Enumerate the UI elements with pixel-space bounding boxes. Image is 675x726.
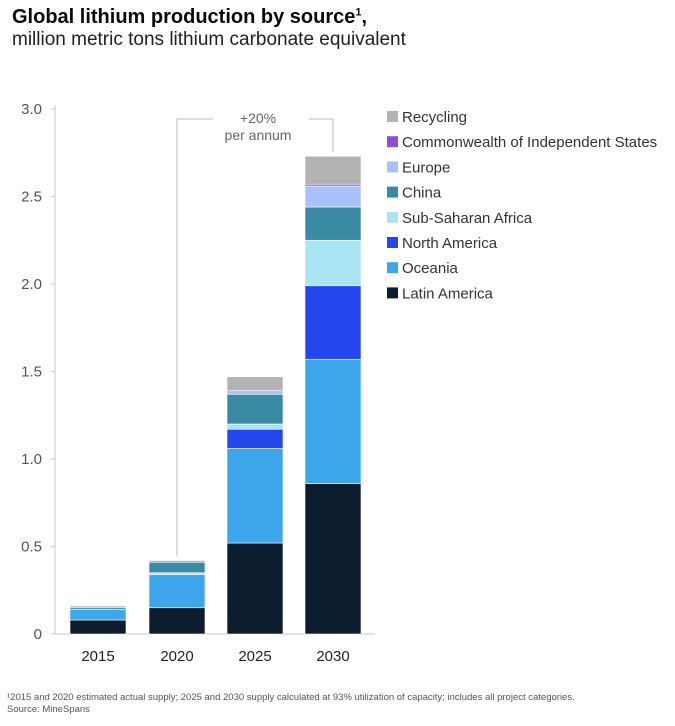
bar-segment-recycling (148, 560, 206, 563)
stacked-bar-chart: 0 0.5 1.0 1.5 2.0 2.5 3.0 2015 2020 2025 2030 +20%p… (21, 101, 657, 665)
bar-segment-recycling (226, 376, 284, 392)
bar-segment-oceania (69, 609, 127, 621)
footnote-line-1: ¹2015 and 2020 estimated actual supply; … (7, 692, 575, 703)
x-category-label: 2025 (238, 648, 271, 665)
bar-segment-recycling (304, 155, 362, 185)
legend-label: Europe (402, 159, 450, 176)
bar-segment-europe (304, 185, 362, 208)
bar-segment-oceania (304, 358, 362, 484)
y-tick-label: 3.0 (21, 101, 42, 118)
legend-swatch (387, 161, 398, 173)
legend-label: Latin America (402, 285, 494, 302)
title-suffix: , (361, 6, 368, 28)
bar-segment-north-america (226, 428, 284, 449)
legend-swatch (387, 111, 398, 122)
bar-segment-sub-saharan-africa (304, 239, 362, 287)
chart-subtitle: million metric tons lithium carbonate eq… (12, 29, 406, 50)
bar-segment-north-america (304, 285, 362, 360)
legend-label: North America (402, 235, 498, 252)
y-tick-label: 0.5 (21, 539, 42, 556)
bar-segment-china (148, 561, 206, 574)
title-footnote-marker: 1 (355, 6, 362, 19)
growth-rate-label: +20% (240, 110, 276, 126)
legend-swatch (387, 186, 398, 198)
legend-label: Commonwealth of Independent States (402, 134, 657, 151)
legend-label: Oceania (402, 260, 459, 277)
y-tick-label: 0 (34, 626, 42, 643)
y-tick-label: 2.0 (21, 276, 42, 293)
bar-segment-china (304, 206, 362, 241)
legend-swatch (387, 287, 398, 299)
bar-segment-latin-america (304, 483, 362, 635)
x-category-label: 2015 (81, 648, 114, 665)
bar-segment-oceania (226, 448, 284, 544)
chart-title-text: Global lithium production by source (12, 6, 356, 28)
growth-bracket-right (309, 118, 334, 153)
bar-segment-sub-saharan-africa (226, 423, 284, 430)
footnote-source: Source: MineSpans (7, 704, 90, 715)
y-tick-label: 2.5 (21, 189, 42, 206)
chart-title: Global lithium production by source1, (12, 6, 367, 29)
x-category-label: 2020 (160, 648, 193, 665)
growth-bracket-left (176, 118, 213, 557)
legend-swatch (387, 211, 398, 223)
bar-segment-europe (226, 390, 284, 395)
legend-swatch (387, 237, 398, 248)
bar-segment-latin-america (148, 607, 206, 635)
x-category-label: 2030 (316, 648, 349, 665)
y-tick-label: 1.5 (21, 364, 42, 381)
bar-segment-latin-america (226, 542, 284, 635)
bar-segment-latin-america (69, 619, 127, 635)
bar-segment-oceania (148, 574, 206, 609)
legend-label: Sub-Saharan Africa (402, 210, 533, 227)
legend-label: Recycling (402, 109, 467, 126)
legend-swatch (387, 262, 398, 274)
legend-label: China (402, 185, 442, 202)
bar-segment-china (226, 393, 284, 425)
legend-swatch (387, 136, 398, 148)
footnote: ¹2015 and 2020 estimated actual supply; … (7, 692, 575, 716)
bar-segment-recycling (69, 605, 127, 609)
growth-period-label: per annum (225, 127, 292, 143)
y-tick-label: 1.0 (21, 451, 42, 468)
